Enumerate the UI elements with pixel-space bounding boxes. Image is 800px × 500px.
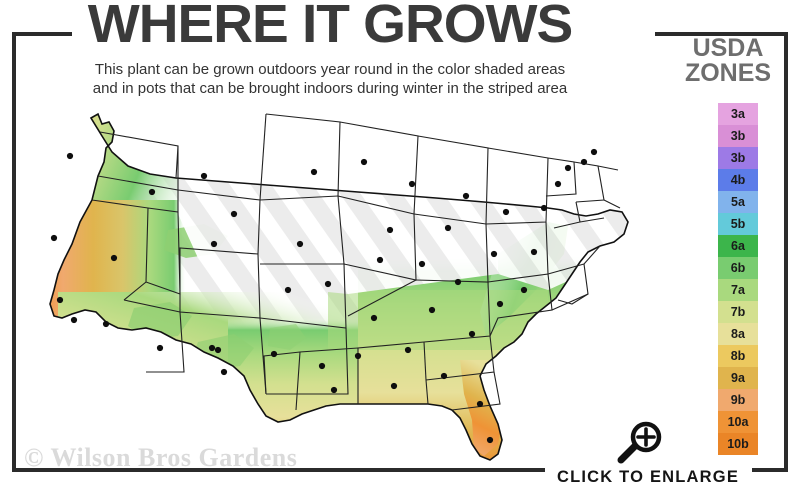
legend-swatch-label: 5a (731, 194, 745, 209)
page-title: WHERE IT GROWS (87, 0, 574, 54)
legend-swatch-label: 7a (731, 282, 745, 297)
frame-border-right (784, 32, 788, 472)
legend-swatch-label: 8b (730, 348, 746, 363)
subtitle-text: This plant can be grown outdoors year ro… (30, 60, 630, 98)
hardiness-zone-map[interactable] (28, 104, 648, 464)
legend-swatch-3b-2: 3b (718, 147, 758, 169)
legend-swatch-4b-3: 4b (718, 169, 758, 191)
legend-swatch-9a-12: 9a (718, 367, 758, 389)
legend-heading-line-1: USDA (692, 34, 764, 62)
legend-swatch-5b-5: 5b (718, 213, 758, 235)
legend-swatch-10a-14: 10a (718, 411, 758, 433)
magnifier-glyph (617, 421, 662, 464)
map-striped-region (50, 114, 628, 460)
map-city-dots (50, 148, 598, 444)
click-to-enlarge-label[interactable]: CLICK TO ENLARGE (556, 468, 740, 486)
subtitle-line-2: and in pots that can be brought indoors … (92, 80, 568, 97)
legend-swatch-3b-1: 3b (718, 125, 758, 147)
legend-swatch-8b-11: 8b (718, 345, 758, 367)
map-country-outline (49, 112, 629, 461)
legend-swatch-5a-4: 5a (718, 191, 758, 213)
usda-zone-legend: 3a 3b 3b 4b 5a 5b 6a 6b 7a 7b 8a 8b 9a 9b 10a 10b (718, 103, 758, 455)
frame-border-top-right (655, 32, 788, 36)
legend-swatch-7b-9: 7b (718, 301, 758, 323)
legend-swatch-label: 4b (730, 172, 746, 187)
legend-swatch-label: 3b (730, 128, 746, 143)
legend-swatch-label: 5b (730, 216, 746, 231)
legend-swatch-8a-10: 8a (718, 323, 758, 345)
frame-border-top-left (12, 32, 72, 36)
map-svg (49, 112, 629, 461)
legend-swatch-label: 3a (731, 106, 745, 121)
legend-swatch-label: 10b (727, 436, 749, 451)
frame-border-bottom-left (12, 468, 545, 472)
legend-swatch-label: 8a (731, 326, 745, 341)
frame-border-bottom-right (752, 468, 788, 472)
legend-swatch-3a-0: 3a (718, 103, 758, 125)
legend-swatch-9b-13: 9b (718, 389, 758, 411)
subtitle-line-1: This plant can be grown outdoors year ro… (94, 61, 566, 78)
legend-swatch-label: 6a (731, 238, 745, 253)
legend-swatch-label: 3b (730, 150, 746, 165)
legend-heading-line-2: ZONES (684, 59, 772, 87)
legend-swatch-7a-8: 7a (718, 279, 758, 301)
legend-swatch-label: 10a (727, 414, 749, 429)
legend-heading: USDA ZONES (672, 36, 784, 86)
legend-swatch-label: 9a (731, 370, 745, 385)
legend-swatch-6b-7: 6b (718, 257, 758, 279)
legend-swatch-10b-15: 10b (718, 433, 758, 455)
watermark-credit: © Wilson Bros Gardens (24, 443, 298, 472)
legend-swatch-6a-6: 6a (718, 235, 758, 257)
legend-swatch-label: 9b (730, 392, 746, 407)
magnifier-plus-icon[interactable] (615, 420, 667, 464)
legend-swatch-label: 6b (730, 260, 746, 275)
frame-border-left (12, 32, 16, 472)
map-state-borders (91, 113, 621, 411)
legend-swatch-label: 7b (730, 304, 746, 319)
